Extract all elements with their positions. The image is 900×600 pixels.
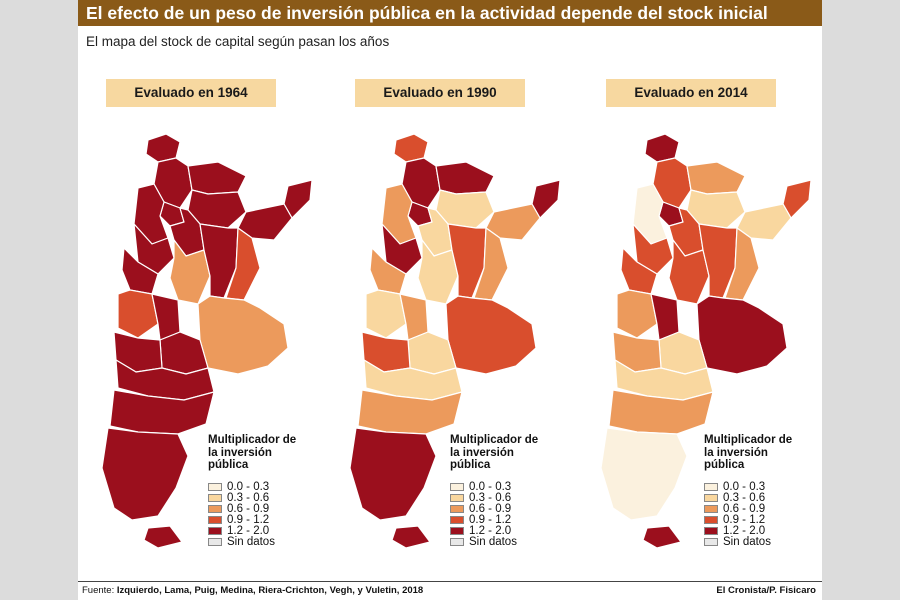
legend-item: 0.9 - 1.2 [450,514,550,526]
province-mendoza [616,289,658,339]
legend-1990: Multiplicador de la inversión pública 0.… [450,434,550,548]
legend-item: 0.3 - 0.6 [450,492,550,504]
province-chubut [357,389,463,435]
province-chubut [608,389,714,435]
province-santa-cruz [349,427,437,521]
panel-label-1964: Evaluado en 1964 [106,79,276,107]
province-rio-negro [115,359,215,401]
province-buenos-aires [696,295,788,375]
map-1964 [101,133,313,549]
province-formosa [686,161,746,195]
legend-title: Multiplicador de la inversión pública [450,434,539,471]
legend-item: 0.9 - 1.2 [704,514,804,526]
credit-text: El Cronista/P. Fisicaro [716,585,816,596]
panel-label-2014: Evaluado en 2014 [606,79,776,107]
province-tierra-del-fuego [642,525,682,549]
province-misiones [782,179,812,219]
legend-item: Sin datos [208,536,308,548]
province-buenos-aires [445,295,537,375]
province-formosa [435,161,495,195]
province-rio-negro [363,359,463,401]
province-santa-cruz [101,427,189,521]
panel-label-1990: Evaluado en 1990 [355,79,525,107]
page-title: El efecto de un peso de inversión públic… [78,0,822,26]
map-1990 [349,133,561,549]
legend-item: Sin datos [450,536,550,548]
legend-item: 0.6 - 0.9 [450,503,550,515]
legend-item: 0.0 - 0.3 [208,481,308,493]
footer: Fuente: Izquierdo, Lama, Puig, Medina, R… [78,581,822,600]
province-santa-cruz [600,427,688,521]
province-mendoza [365,289,407,339]
legend-title: Multiplicador de la inversión pública [704,434,793,471]
legend-item: 0.6 - 0.9 [208,503,308,515]
province-formosa [187,161,247,195]
legend-2014: Multiplicador de la inversión pública 0.… [704,434,804,548]
legend-1964: Multiplicador de la inversión pública 0.… [208,434,308,548]
province-misiones [283,179,313,219]
page-subtitle: El mapa del stock de capital según pasan… [86,34,390,49]
province-buenos-aires [197,295,289,375]
legend-item: 1.2 - 2.0 [704,525,804,537]
legend-item: 0.0 - 0.3 [450,481,550,493]
legend-title: Multiplicador de la inversión pública [208,434,297,471]
legend-item: 1.2 - 2.0 [450,525,550,537]
province-misiones [531,179,561,219]
province-rio-negro [614,359,714,401]
legend-item: 0.3 - 0.6 [208,492,308,504]
province-tierra-del-fuego [143,525,183,549]
legend-item: 0.3 - 0.6 [704,492,804,504]
infographic-card: El efecto de un peso de inversión públic… [78,0,822,600]
province-tierra-del-fuego [391,525,431,549]
map-2014 [600,133,812,549]
legend-item: 0.9 - 1.2 [208,514,308,526]
legend-item: 0.6 - 0.9 [704,503,804,515]
legend-item: 0.0 - 0.3 [704,481,804,493]
legend-item: Sin datos [704,536,804,548]
legend-item: 1.2 - 2.0 [208,525,308,537]
province-mendoza [117,289,159,339]
source-line: Fuente: Izquierdo, Lama, Puig, Medina, R… [82,582,423,600]
source-prefix: Fuente: [82,585,115,596]
province-chubut [109,389,215,435]
source-text: Izquierdo, Lama, Puig, Medina, Riera-Cri… [116,585,424,596]
